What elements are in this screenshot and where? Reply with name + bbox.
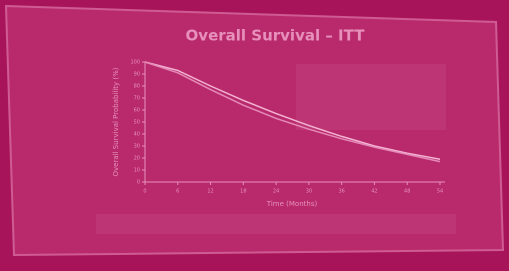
x-tick-label: 24 — [273, 189, 279, 195]
y-axis-label: Overall Survival Probability (%) — [112, 67, 120, 176]
x-tick-label: 36 — [338, 189, 344, 195]
photo: Overall Survival – ITT Time (Months) Ove… — [0, 0, 509, 267]
y-tick-label: 30 — [134, 144, 140, 150]
x-tick-label: 12 — [207, 189, 213, 195]
y-tick-label: 70 — [134, 96, 140, 102]
y-tick-label: 80 — [134, 84, 140, 90]
x-tick-label: 42 — [371, 189, 377, 195]
y-tick-label: 40 — [134, 132, 140, 138]
y-tick-label: 60 — [134, 108, 140, 114]
x-tick-label: 0 — [143, 189, 146, 195]
x-tick-label: 6 — [176, 189, 179, 195]
at-risk-table — [96, 214, 456, 234]
x-axis-label: Time (Months) — [266, 200, 318, 208]
y-tick-label: 20 — [134, 156, 140, 162]
y-tick-label: 0 — [137, 180, 140, 186]
y-tick-label: 50 — [134, 120, 140, 126]
y-tick-label: 10 — [134, 168, 140, 174]
y-tick-label: 90 — [134, 72, 140, 78]
x-tick-label: 30 — [306, 189, 312, 195]
x-tick-label: 48 — [404, 189, 410, 195]
x-tick-label: 18 — [240, 189, 246, 195]
stats-table — [296, 64, 446, 130]
chart-title: Overall Survival – ITT — [186, 27, 366, 45]
x-tick-label: 54 — [437, 189, 443, 195]
y-tick-label: 100 — [130, 60, 140, 66]
